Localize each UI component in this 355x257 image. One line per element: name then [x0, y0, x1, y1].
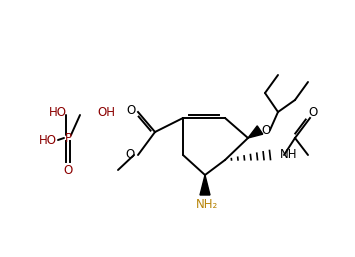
Text: P: P	[65, 132, 71, 144]
Polygon shape	[200, 175, 210, 195]
Text: O: O	[308, 106, 318, 120]
Text: O: O	[261, 124, 271, 136]
Text: OH: OH	[97, 106, 115, 118]
Text: NH: NH	[280, 148, 297, 161]
Text: O: O	[64, 163, 73, 177]
Text: HO: HO	[49, 106, 67, 118]
Text: NH₂: NH₂	[196, 197, 218, 210]
Text: HO: HO	[39, 133, 57, 146]
Text: O: O	[125, 148, 135, 161]
Polygon shape	[248, 126, 263, 138]
Text: O: O	[126, 104, 136, 116]
